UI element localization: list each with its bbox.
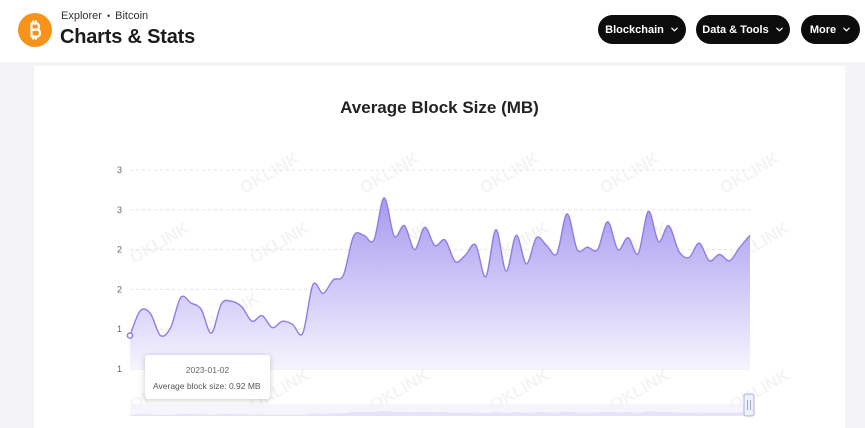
watermark-text: OKLINK — [237, 148, 304, 197]
y-tick-label: 1 — [117, 364, 122, 374]
zoom-handle[interactable] — [743, 393, 755, 417]
y-tick-label: 2 — [117, 284, 122, 294]
hover-point-marker[interactable] — [126, 332, 134, 339]
zoom-slider[interactable] — [130, 393, 755, 417]
watermark-text: OKLINK — [597, 148, 664, 197]
watermark-text: OKLINK — [717, 148, 784, 197]
watermark-text: OKLINK — [357, 148, 424, 197]
chevron-down-icon — [843, 27, 850, 32]
data-tools-menu-button[interactable]: Data & Tools — [696, 15, 790, 44]
tooltip-value: 0.92 MB — [228, 381, 261, 391]
more-menu-label: More — [809, 23, 837, 36]
more-menu-button[interactable]: More — [801, 15, 860, 44]
watermark-text: OKLINK — [127, 218, 194, 267]
tooltip-value-line: Average block size: 0.92 MB — [153, 381, 261, 391]
breadcrumb-bitcoin[interactable]: Bitcoin — [115, 10, 149, 22]
tooltip-label: Average block size: — [153, 381, 227, 391]
blockchain-menu-button[interactable]: Blockchain — [598, 15, 686, 44]
y-tick-label: 2 — [117, 245, 122, 255]
watermark-text: OKLINK — [477, 148, 544, 197]
y-tick-label: 3 — [117, 165, 122, 175]
y-tick-label: 1 — [117, 324, 122, 334]
chevron-down-icon — [671, 27, 678, 32]
chart-title: Average Block Size (MB) — [340, 98, 539, 117]
data-tools-menu-label: Data & Tools — [702, 23, 769, 36]
chart-card: OKLINK OKLINK OKLINK OKLINK OKLINK OKLINK OKLI… — [34, 66, 845, 428]
series-line — [129, 197, 751, 337]
chevron-down-icon — [775, 27, 783, 32]
tooltip-date: 2023-01-02 — [185, 365, 230, 375]
bitcoin-logo-icon[interactable] — [18, 13, 52, 47]
y-axis-ticks: 1 1 2 2 3 3 — [117, 165, 122, 374]
page-title: Charts & Stats — [60, 26, 196, 48]
breadcrumb-explorer[interactable]: Explorer — [61, 10, 102, 22]
series-area — [130, 197, 750, 369]
y-tick-label: 3 — [117, 205, 122, 215]
page-header: Explorer • Bitcoin Charts & Stats Blockc… — [0, 0, 865, 62]
chart-tooltip: 2023-01-02 Average block size: 0.92 MB — [145, 355, 270, 399]
watermark-text: OKLINK — [247, 218, 314, 267]
breadcrumb: Explorer • Bitcoin — [61, 10, 148, 22]
breadcrumb-separator: • — [106, 11, 111, 21]
block-size-chart[interactable]: OKLINK OKLINK OKLINK OKLINK OKLINK OKLINK OKLI… — [34, 66, 845, 428]
blockchain-menu-label: Blockchain — [605, 23, 664, 36]
zoom-minimap — [130, 410, 750, 416]
